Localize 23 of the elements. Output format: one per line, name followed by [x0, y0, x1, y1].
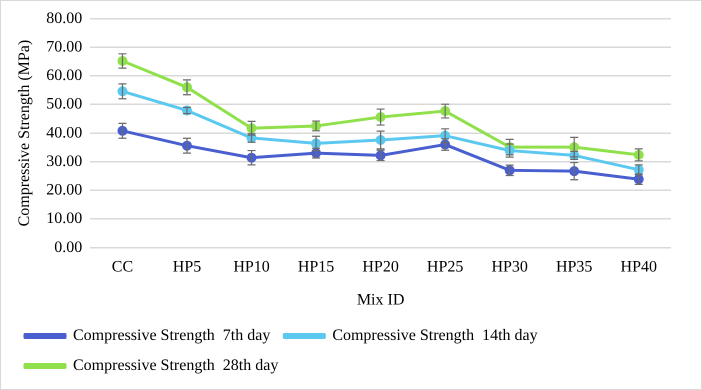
y-tick-label: 60.00 — [46, 67, 82, 84]
x-tick-label: HP10 — [233, 258, 270, 276]
y-tick-label: 50.00 — [46, 96, 82, 113]
legend-label: Compressive Strength 14th day — [332, 327, 538, 344]
y-tick-label: 40.00 — [46, 124, 82, 142]
y-tick-label: 80.00 — [46, 10, 82, 27]
x-axis-title: Mix ID — [356, 292, 404, 309]
y-tick-label: 20.00 — [46, 182, 82, 199]
x-tick-label: HP25 — [426, 258, 464, 276]
y-tick-label: 10.00 — [46, 210, 82, 228]
x-tick-label: CC — [112, 258, 134, 276]
legend-label: Compressive Strength 28th day — [73, 357, 278, 374]
x-tick-label: HP40 — [620, 258, 657, 276]
y-tick-label: 70.00 — [46, 38, 82, 56]
y-tick-label: 30.00 — [46, 152, 82, 170]
x-tick-label: HP15 — [298, 258, 334, 276]
legend-label: Compressive Strength 7th day — [73, 327, 270, 344]
x-tick-label: HP5 — [172, 258, 202, 276]
x-tick-label: HP30 — [491, 258, 528, 276]
x-tick-label: HP20 — [362, 258, 399, 276]
y-axis-title: Compressive Strength (MPa) — [16, 40, 33, 226]
y-tick-label: 0.00 — [54, 238, 82, 256]
x-tick-label: HP35 — [556, 258, 592, 276]
